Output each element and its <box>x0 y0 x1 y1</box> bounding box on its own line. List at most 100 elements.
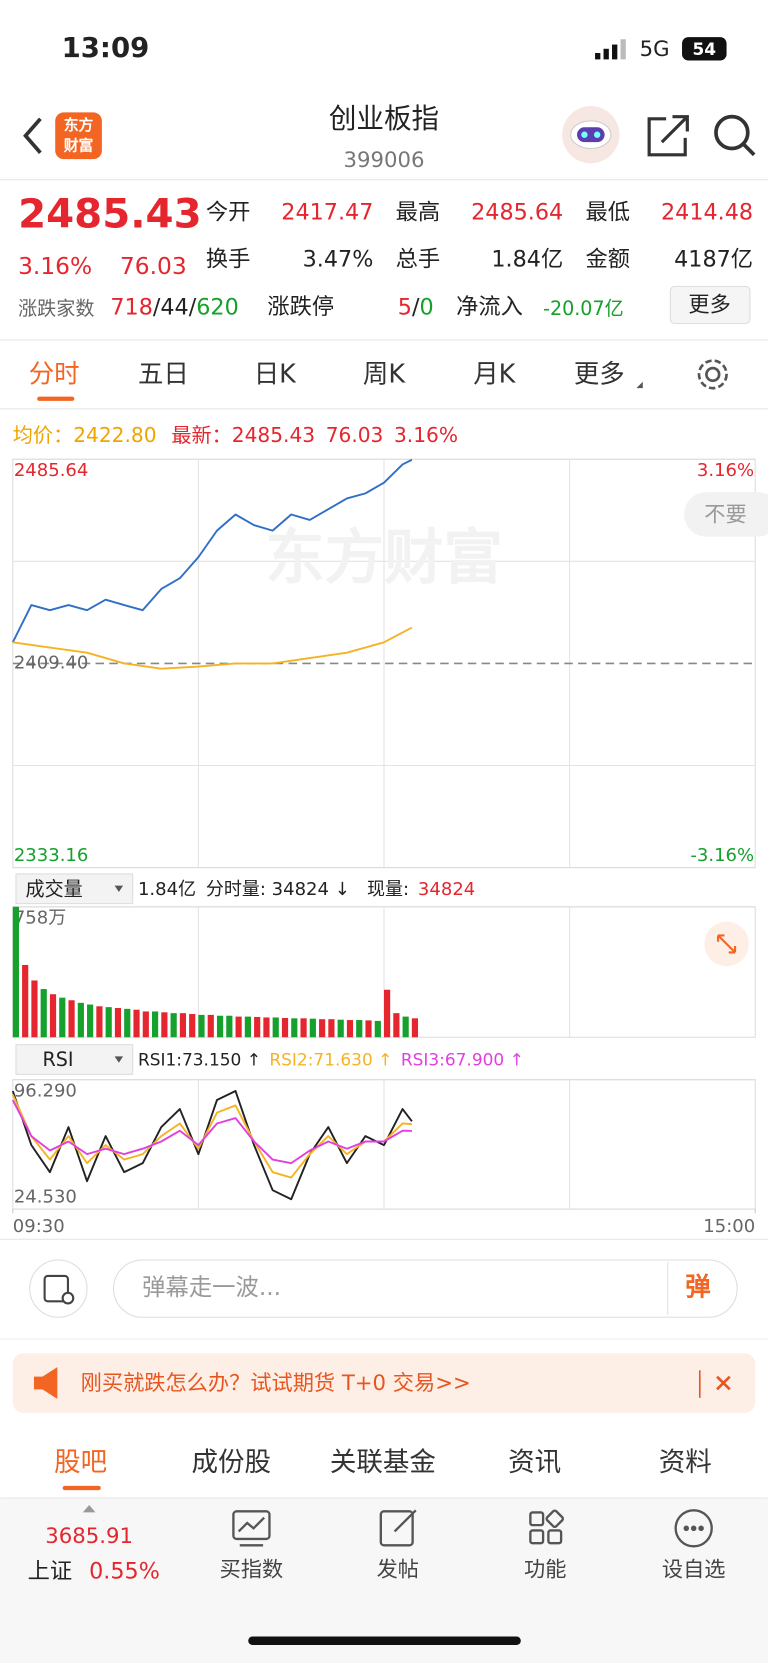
y-tick-label: 2409.40 <box>14 652 89 673</box>
volume-bar <box>59 997 66 1038</box>
legend-entry: RSI1:73.150 ↑ <box>138 1050 261 1070</box>
volume-bar <box>319 1019 326 1038</box>
share-button[interactable] <box>647 115 689 157</box>
section-tab[interactable]: 资讯 <box>508 1447 561 1478</box>
volume-bar <box>402 1016 409 1038</box>
section-tab[interactable]: 关联基金 <box>330 1447 436 1478</box>
search-button[interactable] <box>714 114 756 157</box>
indicator-selector-label[interactable]: RSI <box>42 1048 73 1071</box>
volume-selector-label[interactable]: 成交量 <box>26 877 83 900</box>
volume-bar <box>393 1013 400 1038</box>
nav-item[interactable]: 设自选 <box>662 1558 726 1583</box>
nav-item[interactable]: 功能 <box>524 1558 566 1583</box>
period-tab[interactable]: 更多 <box>574 359 625 389</box>
notes-button[interactable] <box>29 1259 88 1318</box>
period-tab[interactable]: 分时 <box>29 359 80 389</box>
signal-icon <box>595 39 626 60</box>
logo-text: 财富 <box>64 136 94 154</box>
nav-item[interactable]: 买指数 <box>220 1558 284 1583</box>
volume-bar <box>124 1008 131 1038</box>
y2-tick-label: -3.16% <box>690 845 754 866</box>
volume-total: 1.84亿 <box>138 879 196 900</box>
series-line <box>11 1094 412 1179</box>
volume-bar <box>161 1012 168 1038</box>
section-tab[interactable]: 资料 <box>659 1447 712 1478</box>
divider <box>667 1262 669 1316</box>
y-tick-label: 2333.16 <box>14 845 89 866</box>
volume-bar <box>114 1007 122 1038</box>
more-button[interactable] <box>669 285 751 325</box>
divider <box>0 1338 768 1340</box>
volume-bar <box>133 1009 140 1038</box>
volume-bar <box>346 1020 354 1038</box>
period-tab[interactable]: 五日 <box>138 359 189 389</box>
field-label: 今开 <box>206 200 251 226</box>
series-line <box>11 1099 412 1165</box>
divider <box>698 1370 701 1398</box>
tab-indicator <box>37 396 75 401</box>
status-network: 5G <box>640 37 670 62</box>
field-value: 4187亿 <box>674 246 753 272</box>
legend: RSI1:73.150 ↑ RSI2:71.630 ↑ RSI3:67.900 ↑ <box>138 1050 524 1070</box>
battery-level: 54 <box>693 39 717 59</box>
y-tick-label: 2485.64 <box>14 460 89 481</box>
chart: 东方财富 2485.64 2409.40 2333.16 3.16% -3.16% <box>11 458 756 869</box>
separator: / <box>412 294 420 320</box>
indicator-selector[interactable] <box>15 1044 134 1075</box>
tab-indicator <box>62 1485 101 1491</box>
x-tick-label: 15:00 <box>703 1216 755 1237</box>
period-tab[interactable]: 周K <box>363 359 406 389</box>
promo-text[interactable]: 刚买就跌怎么办？试试期货 T+0 交易>> <box>81 1371 471 1396</box>
section-tab[interactable]: 股吧 <box>54 1447 107 1478</box>
series-line <box>11 1090 413 1201</box>
back-button[interactable] <box>23 117 42 154</box>
change-pct: 3.16% <box>18 252 92 280</box>
volume-bar <box>49 994 57 1038</box>
settings-button[interactable] <box>697 359 728 390</box>
volume-bar <box>151 1011 159 1038</box>
volume-bar <box>87 1004 94 1038</box>
field-value: 1.84亿 <box>491 246 563 272</box>
separator: / <box>153 294 161 320</box>
volume-bar <box>216 1015 224 1038</box>
dropdown-arrow <box>114 885 124 892</box>
assistant-avatar[interactable] <box>562 106 620 164</box>
index-name[interactable]: 上证 <box>28 1558 73 1584</box>
promo-banner[interactable] <box>12 1353 756 1413</box>
limit-down: 0 <box>419 294 433 320</box>
up-count: 718 <box>110 294 153 320</box>
nav-item[interactable]: 发帖 <box>377 1558 419 1583</box>
section-tab[interactable]: 成份股 <box>192 1447 272 1478</box>
period-tab[interactable]: 日K <box>254 359 297 389</box>
divider <box>0 179 768 181</box>
dropdown-arrow <box>636 381 643 389</box>
avg-price: 2422.80 <box>73 422 156 446</box>
volume-bar <box>244 1016 251 1038</box>
danmaku-button[interactable]: 弹 <box>685 1273 710 1303</box>
volume-bar <box>384 989 391 1038</box>
comment-placeholder[interactable]: 弹幕走一波... <box>142 1273 281 1301</box>
volume-bar <box>105 1007 112 1038</box>
volume-bar <box>356 1020 363 1038</box>
volume-bar <box>411 1018 419 1038</box>
volume-bar <box>365 1020 372 1038</box>
more-button-label[interactable]: 更多 <box>688 292 730 317</box>
flat-count: 44 <box>160 294 188 320</box>
charts: 东方财富 2485.64 2409.40 2333.16 3.16% -3.16% 758万… <box>11 458 756 1237</box>
close-button[interactable] <box>716 1375 731 1391</box>
index-pct[interactable]: 0.55% <box>89 1558 160 1584</box>
expand-button[interactable] <box>704 921 749 967</box>
current-volume: 34824 <box>418 879 475 900</box>
period-tab[interactable]: 月K <box>473 359 516 389</box>
comment-input[interactable] <box>113 1259 738 1318</box>
divider <box>0 408 768 410</box>
field-label: 总手 <box>396 246 441 272</box>
latest-price: 2485.43 <box>232 422 315 446</box>
volume-bar <box>328 1019 335 1038</box>
index-price[interactable]: 3685.91 <box>45 1524 133 1549</box>
limit-counts: 5/0 <box>398 294 434 320</box>
inflow: -20.07亿 <box>543 297 624 320</box>
volume-bar <box>170 1013 177 1038</box>
volume-selector[interactable] <box>15 873 134 905</box>
change: 76.03 <box>120 252 187 280</box>
